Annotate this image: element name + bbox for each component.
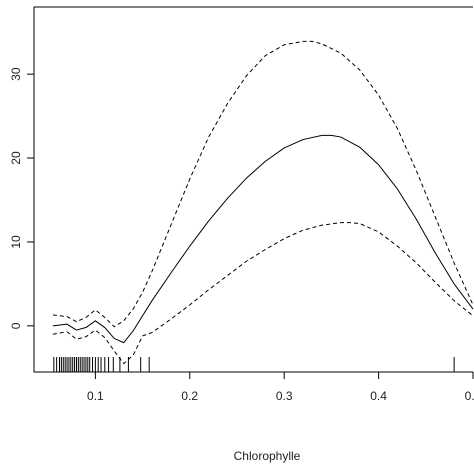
plot-area	[33, 6, 473, 373]
x-tick-label: 0.3	[276, 389, 293, 403]
y-tick-label: 20	[9, 151, 23, 165]
x-axis-title: Chlorophylle	[234, 449, 301, 463]
x-tick-label: 0.1	[87, 389, 104, 403]
y-tick-label: 0	[9, 322, 23, 329]
x-tick-label: 0.2	[181, 389, 198, 403]
series-line-2	[52, 222, 474, 365]
y-tick-label: 10	[9, 235, 23, 249]
y-tick-label: 30	[9, 67, 23, 81]
plot-frame	[33, 6, 473, 373]
x-tick-label: 0.5	[465, 389, 474, 403]
x-tick-label: 0.4	[370, 389, 387, 403]
series-group	[52, 40, 474, 365]
series-line-0	[52, 40, 474, 328]
y-axis: 0 10 20 30	[9, 67, 34, 329]
series-line-1	[52, 134, 474, 344]
rug-group	[53, 357, 455, 372]
x-axis: 0.1 0.2 0.3 0.4 0.5	[87, 372, 474, 403]
